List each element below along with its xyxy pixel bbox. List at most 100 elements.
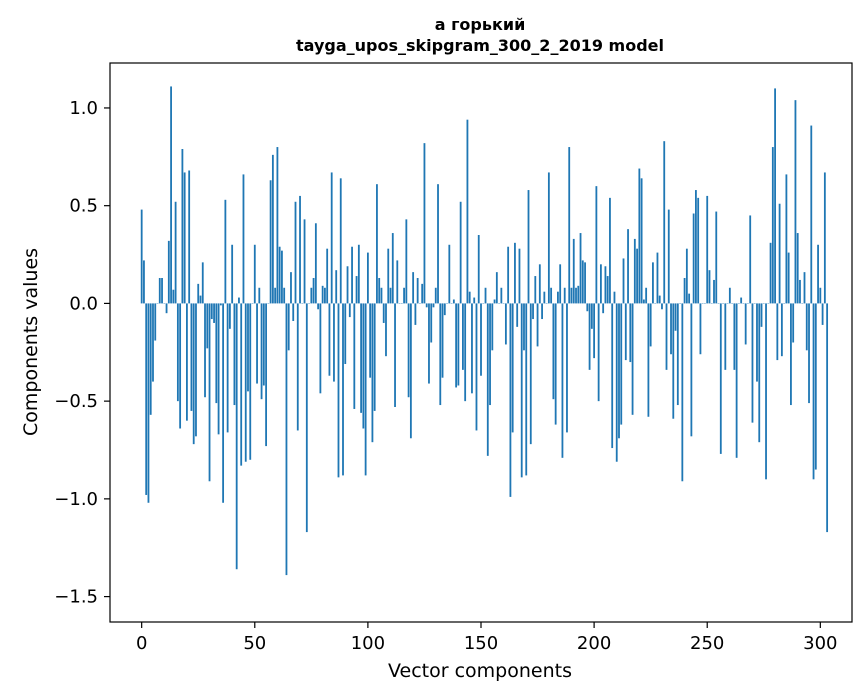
bar — [821, 303, 824, 325]
bar — [649, 303, 652, 347]
bar — [299, 195, 301, 304]
bar — [387, 248, 390, 304]
bar — [366, 252, 369, 304]
bar — [663, 141, 666, 304]
bar — [165, 303, 168, 314]
bar — [518, 248, 521, 304]
bar — [319, 303, 322, 394]
bar — [152, 303, 154, 382]
bar — [459, 201, 462, 304]
bar — [369, 303, 372, 378]
bar — [568, 147, 571, 304]
bar — [552, 303, 555, 400]
bar — [514, 242, 516, 304]
bar — [296, 303, 299, 431]
bar — [586, 303, 589, 312]
bar — [355, 276, 358, 304]
bar — [219, 303, 222, 306]
x-axis-label: Vector components — [388, 660, 572, 682]
bar — [744, 303, 747, 345]
bar — [149, 303, 152, 415]
bar — [749, 215, 752, 304]
bar — [778, 203, 781, 304]
bar — [661, 303, 663, 310]
bar — [676, 303, 679, 406]
bar — [760, 303, 763, 327]
bar — [317, 303, 320, 310]
bar — [464, 303, 467, 402]
bar — [235, 303, 238, 570]
bar — [197, 283, 200, 304]
bar — [382, 303, 385, 323]
bar — [443, 303, 446, 316]
bar — [826, 303, 829, 533]
bar — [265, 303, 267, 447]
x-tick-label: 250 — [690, 633, 724, 654]
bar — [507, 246, 510, 304]
bar — [204, 303, 206, 398]
bar — [692, 213, 695, 304]
bar — [511, 303, 514, 433]
bar — [468, 291, 471, 304]
bar — [179, 303, 182, 429]
bar — [532, 303, 534, 320]
bar — [645, 287, 648, 304]
x-tick-label: 200 — [577, 633, 611, 654]
bar — [477, 235, 480, 304]
bar — [287, 303, 290, 351]
bar — [346, 266, 349, 304]
bar — [376, 184, 378, 304]
bar — [430, 303, 433, 343]
bar — [274, 287, 277, 304]
bar — [817, 244, 819, 304]
bar — [262, 303, 265, 386]
bar — [584, 262, 586, 304]
x-tick-label: 300 — [803, 633, 837, 654]
bar — [606, 276, 609, 304]
bar — [339, 178, 342, 304]
bar — [796, 233, 799, 304]
bar — [543, 291, 546, 304]
bar — [183, 172, 186, 304]
bar — [538, 264, 541, 304]
bar — [188, 170, 191, 304]
bar — [618, 303, 620, 439]
bar — [640, 178, 643, 304]
y-axis: −1.5 −1.0 −0.5 0.0 0.5 1.0 — [54, 98, 110, 608]
bar — [672, 303, 675, 419]
bar — [276, 147, 279, 304]
bar — [484, 287, 487, 304]
bar — [697, 197, 700, 304]
bar — [373, 303, 376, 411]
bar — [690, 303, 693, 437]
bar — [391, 233, 394, 304]
bar — [389, 287, 392, 304]
bar — [774, 88, 776, 304]
bar — [536, 303, 539, 347]
bar — [695, 190, 697, 304]
bar — [378, 278, 381, 304]
bar — [353, 303, 356, 409]
y-tick-label: −0.5 — [54, 391, 98, 412]
bar — [278, 246, 281, 304]
bar — [249, 303, 252, 460]
bar — [256, 303, 258, 384]
bar — [364, 303, 367, 476]
bar — [385, 303, 387, 357]
bar — [785, 174, 788, 304]
bar — [615, 303, 618, 462]
bar — [394, 303, 396, 407]
bar — [602, 303, 605, 314]
bar — [780, 303, 783, 357]
bar — [771, 147, 774, 304]
bar — [348, 303, 351, 318]
bar — [735, 303, 738, 458]
bar — [823, 172, 826, 304]
bar — [145, 303, 148, 495]
bar — [504, 303, 507, 345]
y-tick-label: −1.5 — [54, 587, 98, 608]
y-tick-label: 0.0 — [69, 293, 98, 314]
bar — [466, 119, 469, 304]
bar — [423, 143, 426, 304]
